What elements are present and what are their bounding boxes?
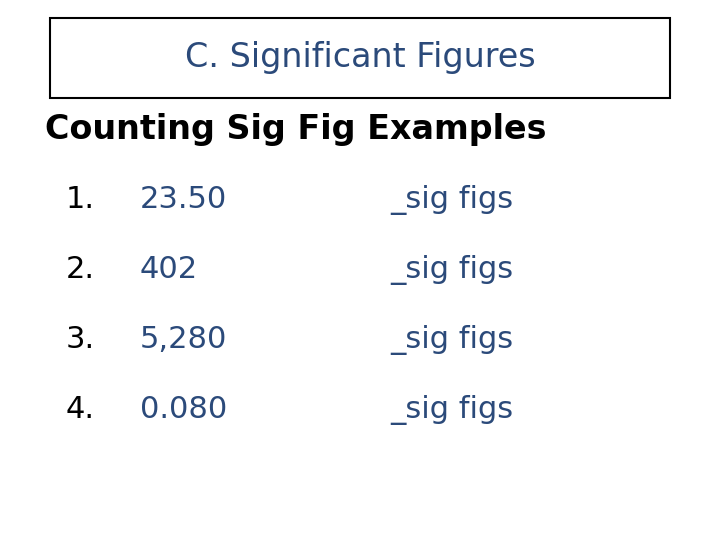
- Text: 1.: 1.: [66, 186, 95, 214]
- Text: _sig figs: _sig figs: [390, 255, 513, 285]
- Text: 23.50: 23.50: [140, 186, 228, 214]
- Text: 4.: 4.: [66, 395, 95, 424]
- Bar: [50, 18, 670, 98]
- Text: C. Significant Figures: C. Significant Figures: [185, 42, 535, 75]
- Text: 0.080: 0.080: [140, 395, 228, 424]
- Text: _sig figs: _sig figs: [390, 395, 513, 425]
- Text: _sig figs: _sig figs: [390, 325, 513, 355]
- Text: 5,280: 5,280: [140, 326, 228, 354]
- Text: _sig figs: _sig figs: [390, 185, 513, 215]
- Text: 3.: 3.: [66, 326, 95, 354]
- Text: 402: 402: [140, 255, 198, 285]
- Text: 2.: 2.: [66, 255, 95, 285]
- Text: Counting Sig Fig Examples: Counting Sig Fig Examples: [45, 113, 546, 146]
